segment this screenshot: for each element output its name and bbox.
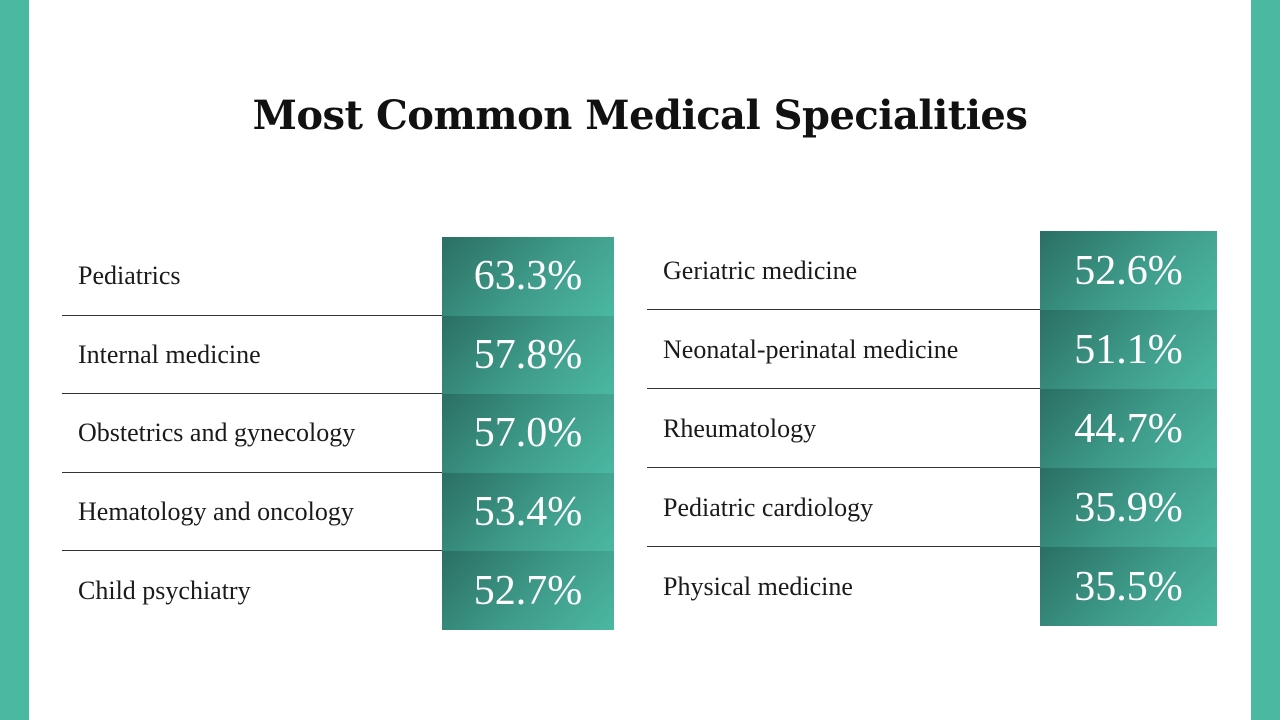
percentage-value: 63.3% [442,237,614,316]
speciality-label: Physical medicine [663,571,853,601]
row-divider [62,471,442,473]
percentage-value: 35.9% [1040,468,1217,547]
table-row: Geriatric medicine 52.6% [647,231,1217,310]
speciality-label: Internal medicine [78,339,261,369]
speciality-label: Child psychiatry [78,575,251,605]
percentage-value: 35.5% [1040,547,1217,626]
table-row: Hematology and oncology 53.4% [62,472,614,552]
page-title: Most Common Medical Specialities [252,92,1028,139]
speciality-label: Geriatric medicine [663,255,858,285]
speciality-label: Neonatal-perinatal medicine [663,334,959,364]
row-divider [62,393,442,395]
percentage-value: 44.7% [1040,389,1217,468]
row-divider [647,309,1040,310]
table-row: Physical medicine 35.5% [647,547,1217,626]
left-specialities-table: Pediatrics 63.3% Internal medicine 57.8%… [62,237,614,630]
row-divider [62,550,442,552]
speciality-label: Hematology and oncology [78,497,354,527]
table-row: Child psychiatry 52.7% [62,551,614,630]
row-divider [647,467,1040,468]
right-specialities-table: Geriatric medicine 52.6% Neonatal-perina… [647,231,1217,626]
row-divider [647,546,1040,547]
percentage-value: 52.7% [442,551,614,630]
speciality-label: Pediatric cardiology [663,492,874,522]
percentage-value: 57.0% [442,394,614,473]
percentage-value: 52.6% [1040,231,1217,310]
table-row: Internal medicine 57.8% [62,315,614,395]
percentage-value: 57.8% [442,315,614,395]
table-row: Pediatric cardiology 35.9% [647,468,1217,547]
table-row: Neonatal-perinatal medicine 51.1% [647,310,1217,389]
speciality-label: Pediatrics [78,261,181,291]
row-divider [62,314,442,316]
row-divider [647,388,1040,389]
percentage-value: 53.4% [442,472,614,552]
table-row: Obstetrics and gynecology 57.0% [62,394,614,473]
speciality-label: Obstetrics and gynecology [78,418,356,448]
table-row: Rheumatology 44.7% [647,389,1217,468]
speciality-label: Rheumatology [663,413,817,443]
right-accent-bar [1251,0,1280,720]
percentage-value: 51.1% [1040,310,1217,389]
left-accent-bar [0,0,29,720]
table-row: Pediatrics 63.3% [62,237,614,316]
